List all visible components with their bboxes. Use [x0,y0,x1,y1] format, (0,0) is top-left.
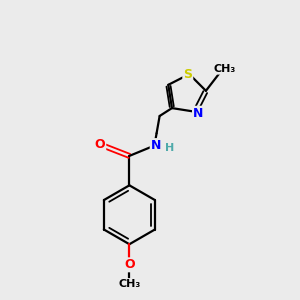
Text: O: O [124,258,135,271]
Text: S: S [183,68,192,81]
Text: O: O [94,138,105,151]
Text: N: N [193,107,203,120]
Text: N: N [151,139,161,152]
Text: CH₃: CH₃ [118,279,140,289]
Text: H: H [165,143,174,153]
Text: CH₃: CH₃ [214,64,236,74]
